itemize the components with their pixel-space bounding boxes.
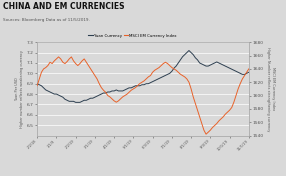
Y-axis label: Yuan Per USD
Higher number reflects weakening currency: Yuan Per USD Higher number reflects weak…: [15, 50, 24, 128]
Y-axis label: MSCI EM Currency Index
Higher Number reflects strengthening currency: MSCI EM Currency Index Higher Number ref…: [266, 47, 275, 131]
Legend: Yuan Currency, MSCI EM Currency Index: Yuan Currency, MSCI EM Currency Index: [86, 32, 178, 39]
Text: Sources: Bloomberg Data as of 11/5/2019.: Sources: Bloomberg Data as of 11/5/2019.: [3, 18, 90, 22]
Text: CHINA AND EM CURRENCIES: CHINA AND EM CURRENCIES: [3, 2, 124, 11]
